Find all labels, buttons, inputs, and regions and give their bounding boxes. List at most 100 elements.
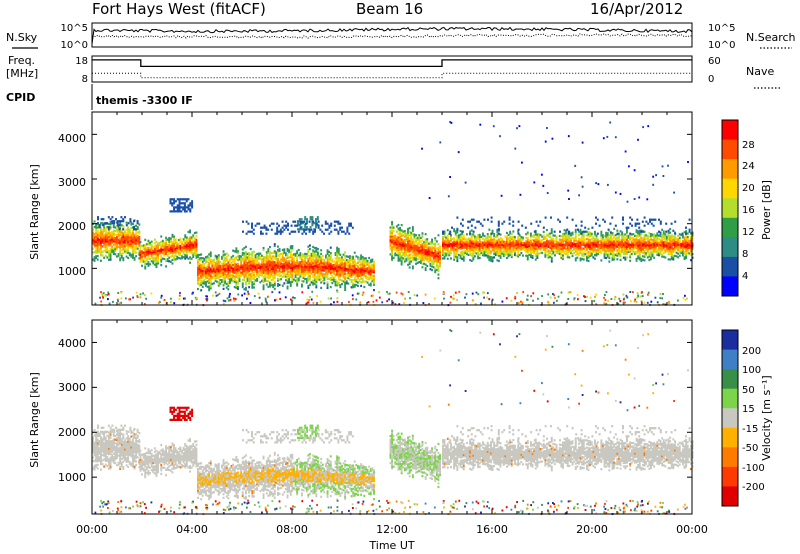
power-cell	[187, 206, 190, 209]
power-cell	[262, 288, 265, 291]
power-cell	[313, 264, 316, 267]
power-cell	[568, 238, 571, 241]
power-cell	[640, 242, 643, 245]
power-cell	[304, 254, 307, 257]
power-cell	[315, 222, 318, 225]
power-cell	[168, 249, 171, 252]
power-cell	[130, 243, 133, 246]
power-cell	[325, 272, 327, 275]
power-cell	[613, 256, 616, 259]
power-cell	[241, 253, 244, 256]
power-cell	[395, 243, 398, 246]
power-cell	[119, 257, 122, 260]
power-cell	[488, 242, 491, 246]
power-cell	[480, 241, 483, 244]
power-cell	[371, 265, 374, 268]
power-cell	[270, 260, 273, 264]
power-cell	[344, 272, 347, 275]
power-cell	[106, 240, 109, 243]
power-cell	[336, 246, 339, 249]
power-cell	[278, 255, 281, 258]
power-cell	[613, 240, 616, 243]
power-cell	[96, 244, 99, 247]
power-cell	[182, 256, 185, 259]
power-cell	[634, 238, 636, 241]
power-cell	[318, 267, 321, 271]
power-cell	[245, 286, 247, 289]
power-cell	[307, 267, 310, 270]
power-cell	[578, 237, 580, 240]
power-cell	[93, 232, 96, 236]
power-cell	[130, 234, 133, 237]
power-cell	[108, 249, 110, 252]
power-cell	[144, 267, 147, 270]
power-cell	[265, 283, 268, 286]
power-cell	[399, 244, 401, 248]
power-cell	[624, 258, 627, 261]
power-cell	[395, 241, 398, 244]
power-cell	[518, 243, 521, 246]
power-cell	[506, 244, 508, 247]
power-cell	[413, 253, 416, 256]
power-cell	[120, 256, 123, 259]
power-cell	[389, 244, 392, 247]
power-cell	[106, 242, 109, 245]
power-cell	[634, 245, 636, 248]
power-cell	[201, 280, 204, 283]
power-cell	[336, 268, 339, 271]
power-cell	[320, 270, 323, 273]
power-cell	[431, 242, 433, 245]
power-cell	[277, 284, 279, 287]
power-cell	[624, 238, 627, 241]
power-cell	[544, 236, 547, 239]
power-cell	[536, 237, 539, 240]
power-cell	[222, 271, 225, 274]
power-cell	[626, 245, 628, 248]
power-cell	[291, 277, 294, 280]
power-cell	[501, 240, 504, 243]
power-cell	[293, 253, 295, 256]
power-cell	[528, 241, 531, 244]
power-cell	[565, 237, 568, 240]
power-cell	[133, 249, 136, 252]
power-cell	[191, 206, 194, 209]
power-cell	[179, 257, 182, 260]
power-cell	[368, 283, 371, 286]
power-cell	[512, 235, 515, 238]
power-cell	[541, 244, 544, 247]
power-cell	[240, 264, 243, 267]
power-cell	[570, 232, 572, 235]
power-cell	[294, 265, 297, 268]
power-cell	[272, 260, 275, 263]
power-cell	[502, 251, 505, 254]
power-cell	[190, 250, 193, 253]
power-cell	[213, 271, 215, 274]
power-cell	[184, 250, 187, 253]
power-cell	[435, 254, 438, 257]
power-cell	[365, 260, 367, 263]
power-cell	[353, 265, 356, 269]
power-cell	[490, 257, 492, 260]
power-cell	[349, 271, 351, 274]
power-cell	[257, 272, 260, 275]
power-cell	[272, 251, 275, 254]
power-cell	[522, 236, 524, 239]
power-cell	[312, 258, 315, 261]
power-cell	[240, 271, 243, 274]
power-cell	[603, 235, 606, 238]
power-cell	[117, 235, 120, 238]
power-cell	[415, 252, 417, 255]
power-cell	[281, 270, 284, 273]
power-cell	[265, 263, 268, 266]
power-cell	[309, 258, 311, 261]
power-cell	[122, 248, 125, 251]
power-cell	[365, 271, 367, 274]
power-cell	[618, 234, 620, 237]
power-cell	[132, 256, 134, 259]
power-cell	[626, 242, 628, 245]
power-cell	[304, 268, 307, 272]
power-cell	[278, 278, 281, 281]
power-cell	[117, 226, 120, 229]
power-cell	[246, 277, 249, 280]
power-cell	[421, 232, 424, 235]
